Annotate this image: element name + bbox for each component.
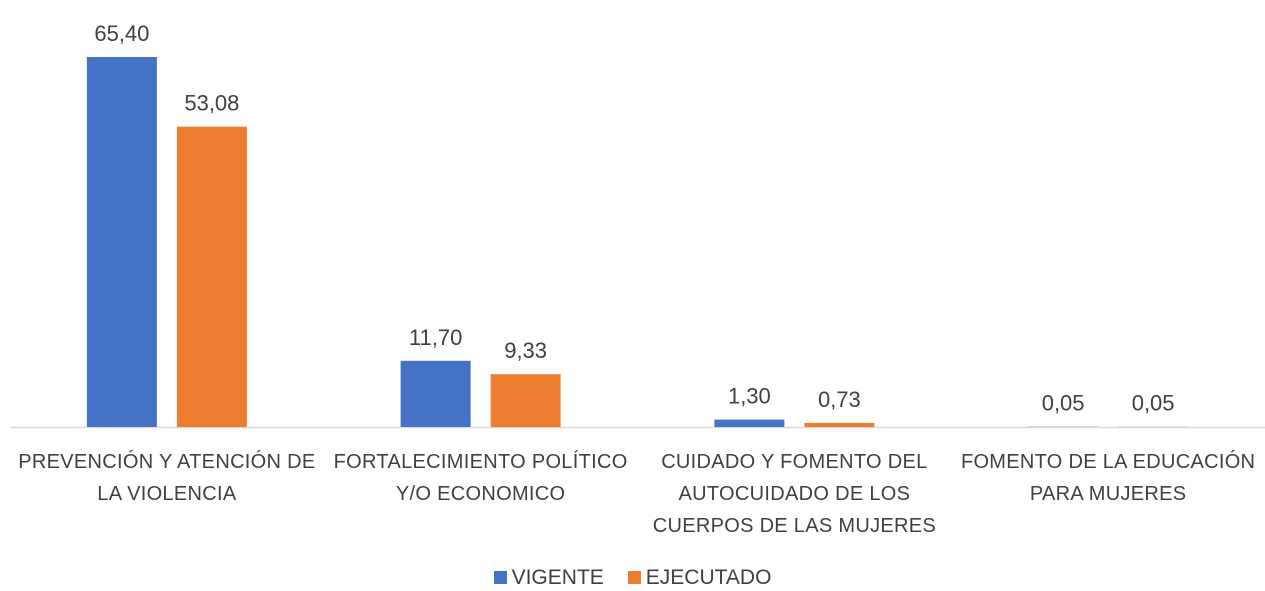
data-label: 65,40 bbox=[94, 21, 149, 46]
bar bbox=[400, 360, 471, 427]
bar bbox=[86, 57, 157, 427]
x-tick-label: FORTALECIMIENTO POLÍTICO Y/O ECONOMICO bbox=[333, 451, 628, 505]
bar bbox=[714, 419, 785, 427]
bar bbox=[176, 126, 247, 427]
legend-swatch bbox=[493, 571, 507, 584]
x-tick-label: CUIDADO Y FOMENTO DEL AUTOCUIDADO DE LOS… bbox=[652, 451, 937, 537]
data-label: 53,08 bbox=[184, 91, 239, 116]
data-label: 0,05 bbox=[1042, 391, 1085, 416]
legend: VIGENTE EJECUTADO bbox=[0, 566, 1265, 590]
bar bbox=[804, 422, 875, 427]
legend-label: VIGENTE bbox=[511, 566, 604, 589]
legend-label: EJECUTADO bbox=[645, 566, 772, 589]
data-label: 11,70 bbox=[409, 325, 462, 350]
x-tick-label: PREVENCIÓN Y ATENCIÓN DE LA VIOLENCIA bbox=[18, 451, 316, 505]
data-label: 9,33 bbox=[504, 338, 547, 363]
data-label: 0,05 bbox=[1132, 391, 1175, 416]
bar bbox=[490, 374, 561, 427]
x-tick-label: FOMENTO DE LA EDUCACIÓN PARA MUJERES bbox=[960, 451, 1256, 505]
data-label: 0,73 bbox=[818, 387, 861, 412]
legend-item: EJECUTADO bbox=[627, 566, 772, 590]
data-label: 1,30 bbox=[728, 384, 771, 409]
legend-swatch bbox=[627, 571, 641, 584]
legend-item: VIGENTE bbox=[493, 566, 604, 590]
